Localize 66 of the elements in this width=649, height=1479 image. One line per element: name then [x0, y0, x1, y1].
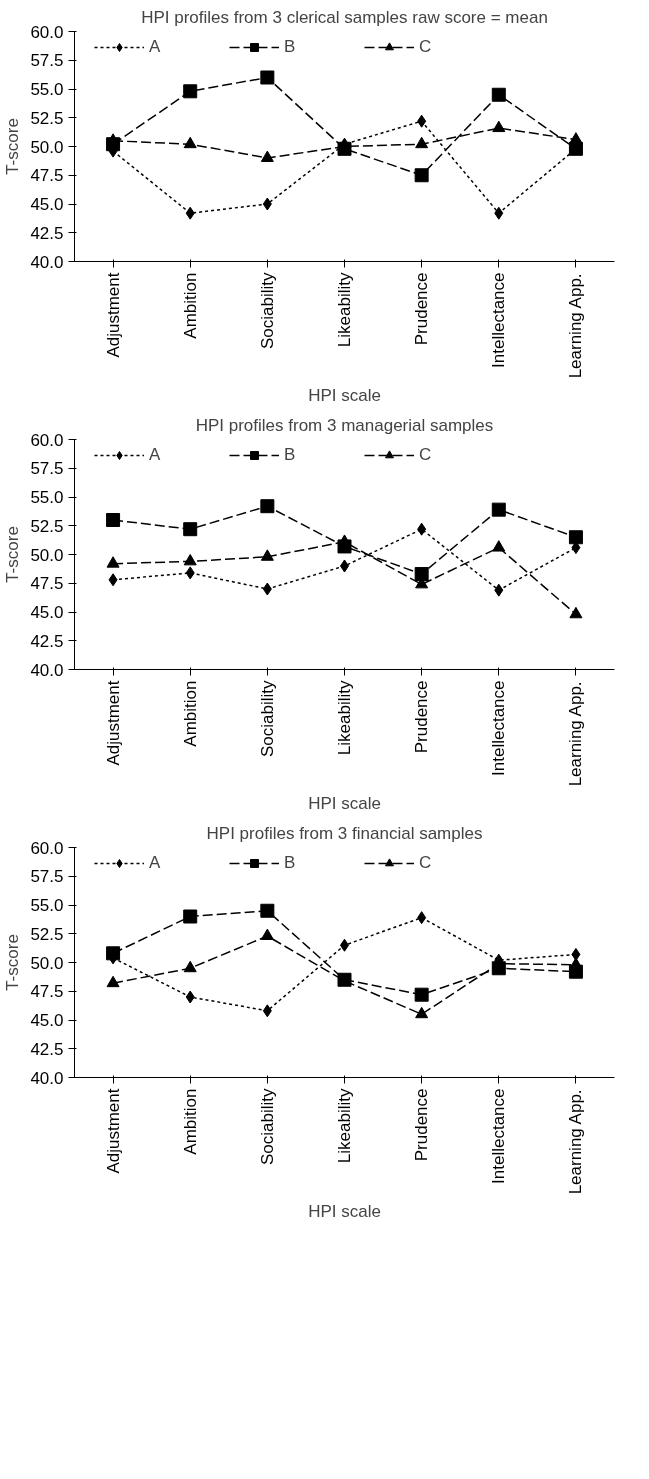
x-tick-label: Prudence	[412, 1088, 432, 1162]
x-tick-label: Learning App.	[566, 1089, 586, 1195]
x-tick-label: Prudence	[412, 680, 432, 754]
y-tick-label: 40.0	[30, 660, 64, 680]
chart-title: HPI profiles from 3 managerial samples	[195, 415, 494, 435]
x-tick-label: Ambition	[180, 1088, 200, 1155]
x-tick-label: Adjustment	[103, 272, 123, 358]
chart-title: HPI profiles from 3 clerical samples raw score = mean	[141, 7, 548, 27]
x-tick-label: Likeability	[335, 680, 354, 756]
x-axis-title: HPI scale	[308, 794, 381, 814]
y-tick-label: 47.5	[30, 982, 64, 1002]
y-tick-label: 52.5	[30, 516, 64, 536]
y-tick-label: 52.5	[30, 924, 64, 944]
x-tick-label: Ambition	[180, 680, 200, 747]
y-tick-label: 55.0	[30, 896, 64, 915]
x-tick-label: Adjustment	[103, 680, 123, 766]
x-tick-label: Likeability	[335, 272, 354, 348]
y-tick-label: 47.5	[30, 574, 64, 594]
legend-label: B	[284, 37, 297, 57]
x-axis-title: HPI scale	[308, 386, 381, 406]
x-tick-label: Prudence	[412, 272, 432, 346]
x-tick-label: Adjustment	[103, 1088, 123, 1174]
x-axis-title: HPI scale	[308, 1202, 381, 1222]
y-tick-label: 50.0	[30, 137, 64, 157]
y-axis-title: T-score	[3, 526, 23, 583]
y-tick-label: 60.0	[30, 838, 64, 858]
legend-label: B	[284, 445, 297, 465]
y-tick-label: 45.0	[30, 1011, 64, 1030]
y-tick-label: 42.5	[30, 1039, 64, 1059]
x-tick-label: Sociability	[257, 680, 277, 758]
x-tick-label: Ambition	[180, 272, 200, 339]
x-tick-label: Learning App.	[566, 681, 586, 787]
legend-label: C	[419, 37, 433, 57]
y-tick-label: 50.0	[30, 545, 64, 565]
y-tick-label: 60.0	[30, 430, 64, 450]
y-tick-label: 42.5	[30, 631, 64, 651]
x-tick-label: Intellectance	[489, 680, 509, 776]
x-tick-label: Likeability	[335, 1088, 354, 1164]
x-tick-label: Intellectance	[489, 1088, 509, 1184]
chart-title: HPI profiles from 3 financial samples	[206, 823, 483, 843]
y-tick-label: 40.0	[30, 1068, 64, 1088]
x-tick-label: Sociability	[257, 1088, 277, 1166]
legend-label: C	[419, 853, 433, 873]
x-tick-label: Sociability	[257, 272, 277, 350]
y-tick-label: 52.5	[30, 108, 64, 128]
y-tick-label: 57.5	[30, 867, 64, 887]
y-tick-label: 50.0	[30, 953, 64, 973]
y-tick-label: 45.0	[30, 195, 64, 214]
legend-label: A	[149, 853, 162, 873]
legend-label: A	[149, 445, 162, 465]
legend-label: A	[149, 37, 162, 57]
y-axis-title: T-score	[3, 934, 23, 991]
y-tick-label: 40.0	[30, 252, 64, 272]
y-tick-label: 55.0	[30, 488, 64, 507]
y-tick-label: 57.5	[30, 51, 64, 71]
y-tick-label: 45.0	[30, 603, 64, 622]
y-axis-title: T-score	[3, 118, 23, 175]
y-tick-label: 42.5	[30, 223, 64, 243]
legend-label: B	[284, 853, 297, 873]
y-tick-label: 60.0	[30, 22, 64, 42]
y-tick-label: 57.5	[30, 459, 64, 479]
y-tick-label: 55.0	[30, 80, 64, 99]
legend-label: C	[419, 445, 433, 465]
y-tick-label: 47.5	[30, 166, 64, 186]
x-tick-label: Learning App.	[566, 273, 586, 379]
x-tick-label: Intellectance	[489, 272, 509, 368]
